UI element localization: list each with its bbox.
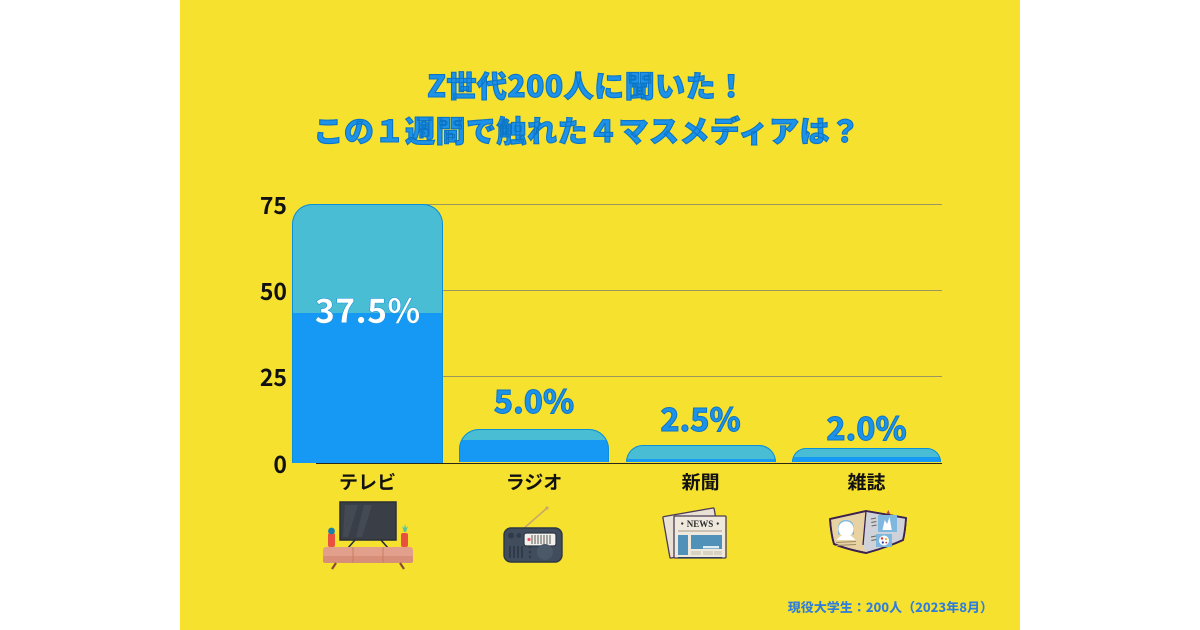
svg-text:・NEWS・: ・NEWS・ [677, 519, 722, 529]
